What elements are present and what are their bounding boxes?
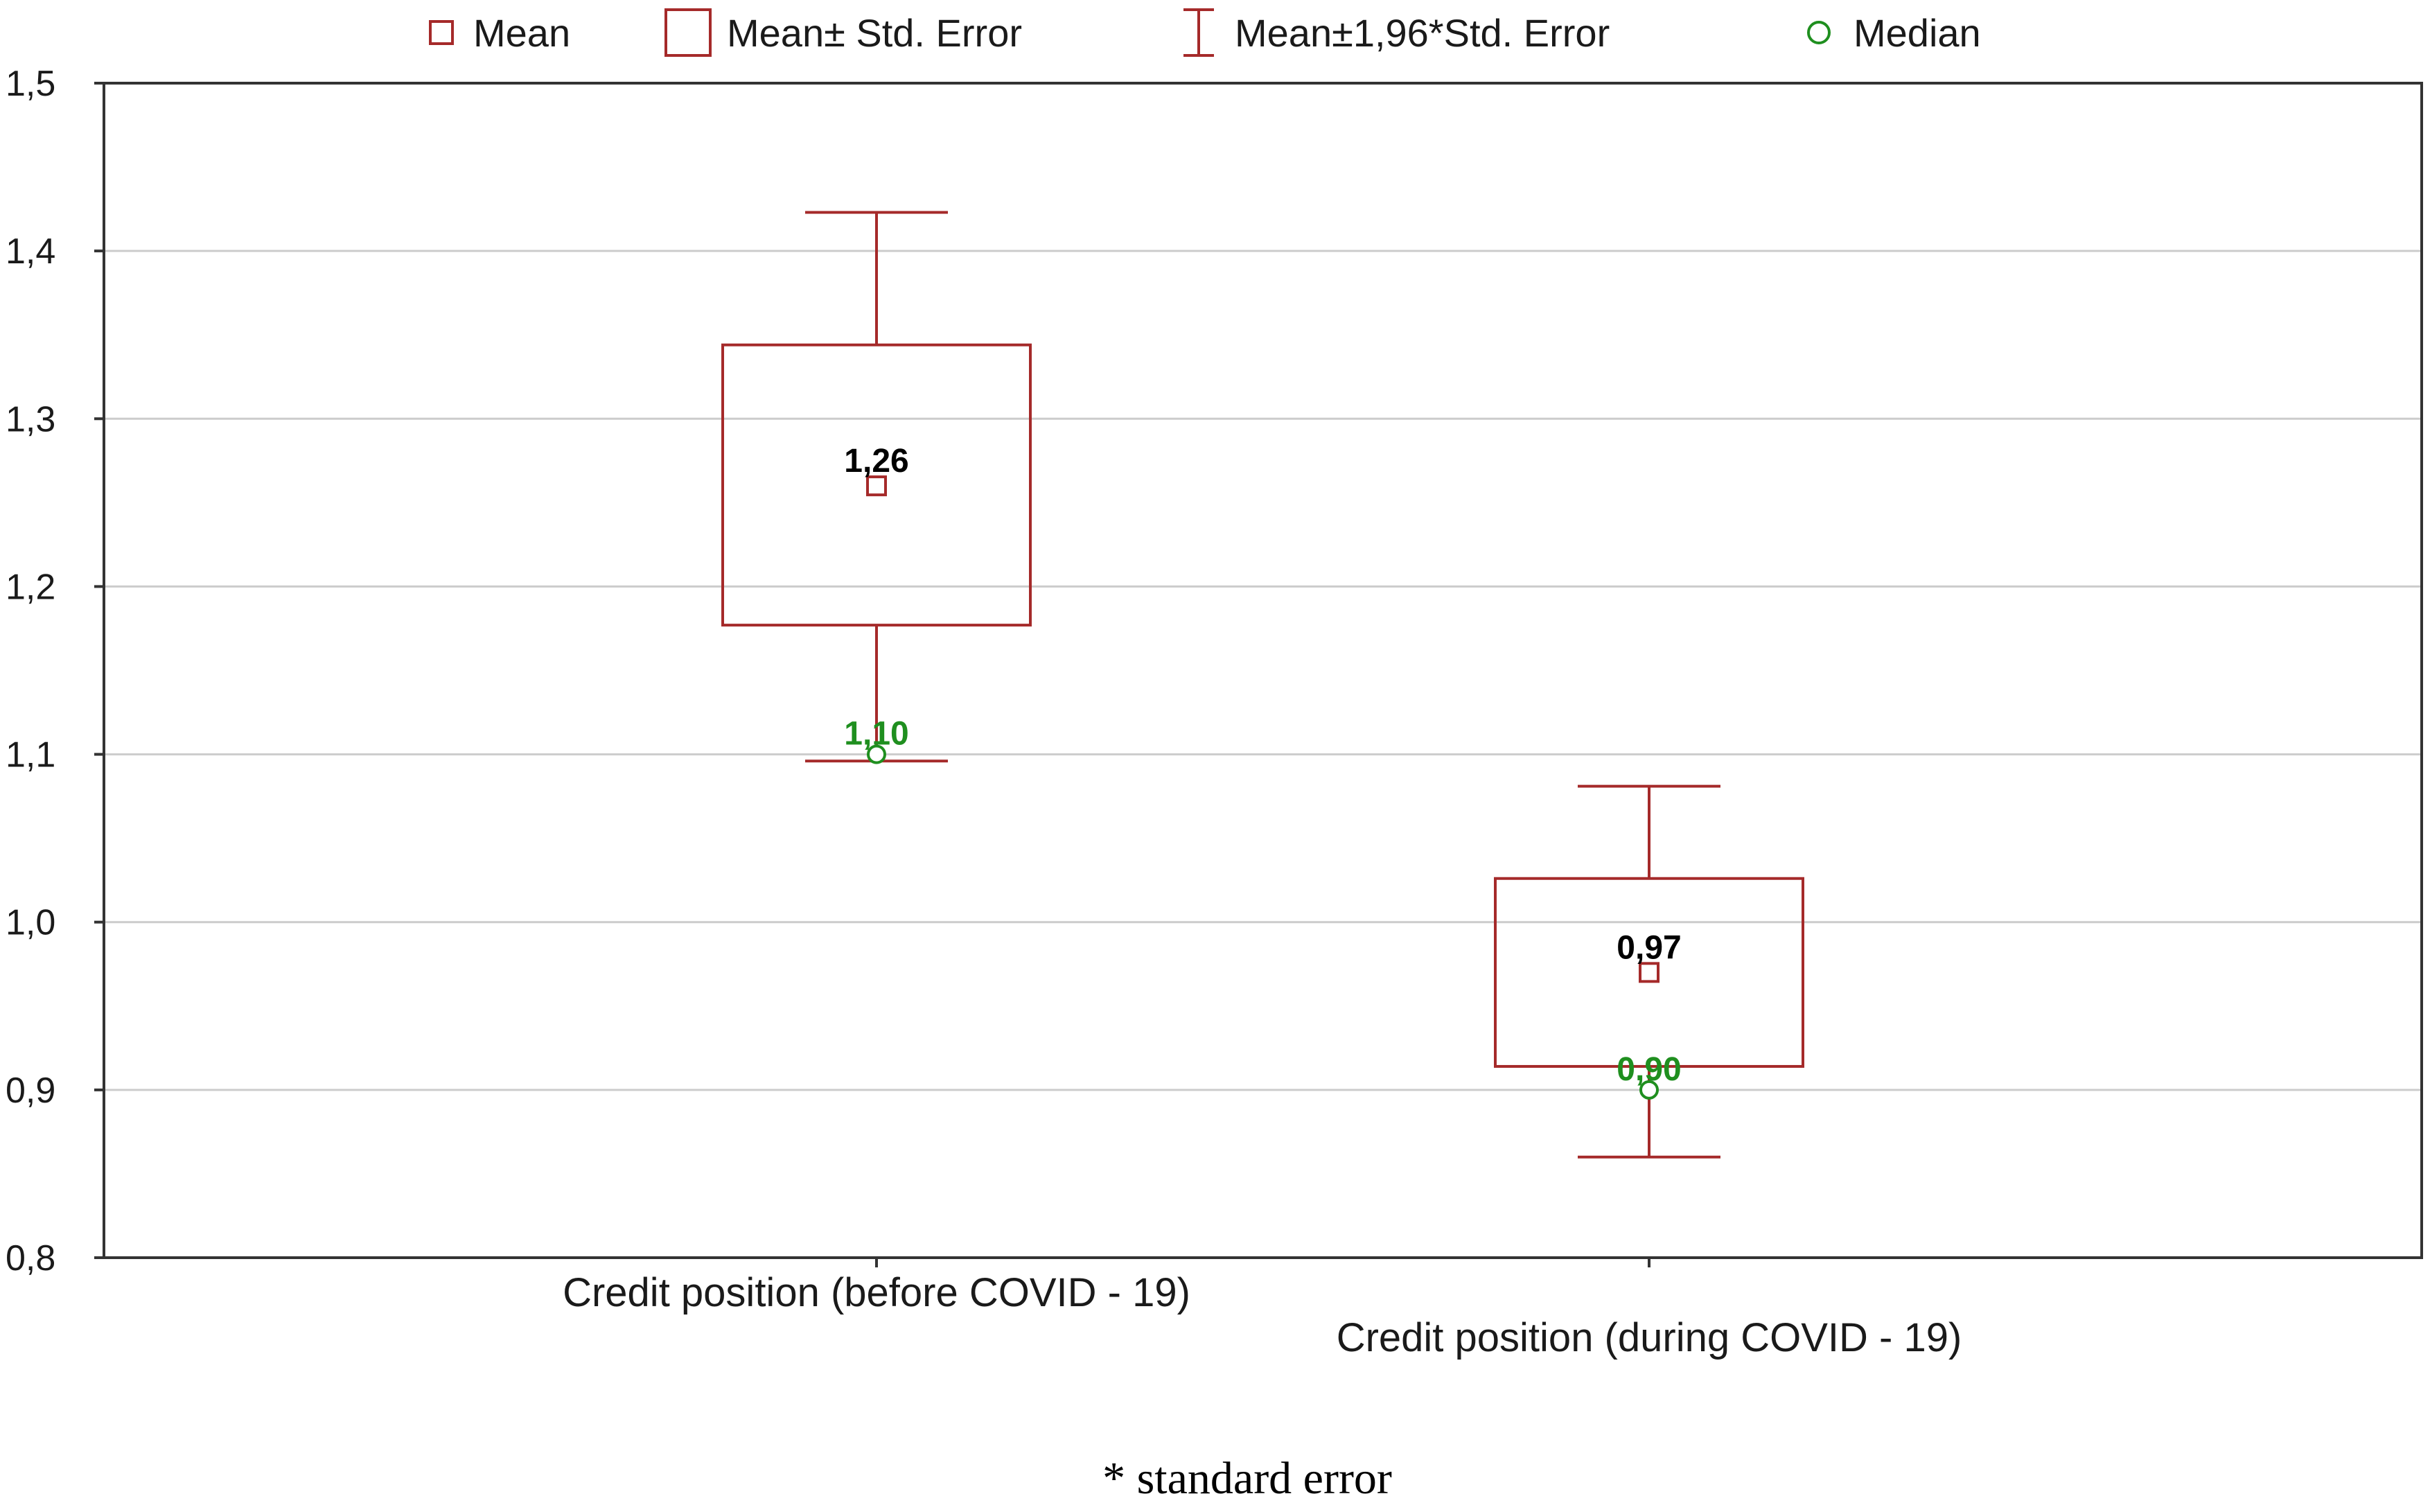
median-marker	[867, 744, 886, 764]
plot-area-frame	[103, 82, 2423, 1259]
mean-marker	[866, 475, 887, 497]
median-value-label: 1,10	[844, 716, 908, 753]
mean-marker	[1639, 962, 1659, 983]
x-category-label: Credit position (during COVID - 19)	[1337, 1315, 1962, 1360]
y-axis: 0,8 0,9 1,0 1,1 1,2 1,3 1,4 1,5	[6, 64, 104, 1278]
median-marker	[1639, 1080, 1659, 1100]
y-tick-label: 1,0	[6, 903, 55, 943]
std-error-box	[1494, 877, 1804, 1068]
std-error-box	[721, 343, 1032, 627]
footnote: * standard error	[1102, 1453, 1392, 1504]
x-axis: Credit position (before COVID - 19) Credi…	[563, 1258, 1962, 1360]
y-tick-label: 1,5	[6, 64, 55, 104]
mean-value-label: 0,97	[1617, 929, 1681, 966]
y-tick-label: 1,2	[6, 567, 55, 607]
series-group: 0,97 0,90	[1494, 784, 1804, 1159]
y-tick-label: 1,3	[6, 399, 55, 439]
legend-std-error-box-icon	[664, 8, 712, 57]
series-marks: 1,26 1,10 0,97 0,90	[721, 211, 1804, 1159]
y-tick-label: 1,4	[6, 231, 55, 272]
y-tick-label: 0,9	[6, 1071, 55, 1111]
mean-value-label: 1,26	[844, 443, 908, 480]
legend: Mean Mean± Std. Error Mean±1,96*Std. Error…	[429, 8, 1981, 57]
y-tick-label: 1,1	[6, 735, 55, 775]
legend-entry-label: Mean± Std. Error	[727, 11, 1022, 55]
gridlines	[104, 249, 2422, 1091]
series-group: 1,26 1,10	[721, 211, 1032, 764]
legend-median-icon	[1807, 21, 1831, 44]
median-value-label: 0,90	[1617, 1051, 1681, 1088]
legend-entry-label: Mean±1,96*Std. Error	[1235, 11, 1610, 55]
y-tick-label: 0,8	[6, 1238, 55, 1278]
legend-entry-label: Mean	[473, 11, 570, 55]
x-category-label: Credit position (before COVID - 19)	[563, 1270, 1190, 1315]
legend-entry-label: Median	[1854, 11, 1981, 55]
legend-mean-icon	[429, 20, 454, 45]
